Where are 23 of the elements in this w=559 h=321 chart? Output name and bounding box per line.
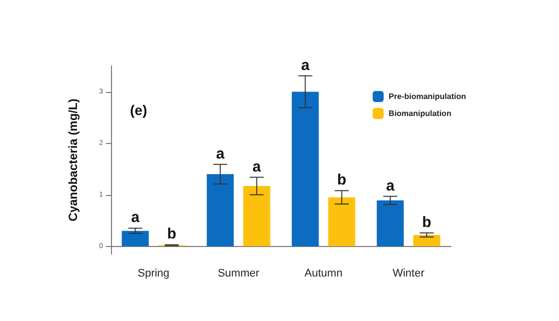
data-label: b: [337, 172, 346, 189]
data-label: b: [167, 226, 176, 243]
annotation: (e): [130, 102, 148, 118]
x-tick-label: Summer: [218, 268, 260, 280]
x-tick-label: Spring: [138, 268, 170, 280]
data-label: a: [386, 177, 396, 194]
bar: [328, 197, 356, 246]
legend-label: Biomanipulation: [388, 109, 452, 118]
legend-label: Pre-biomanipulation: [388, 92, 466, 101]
data-label: b: [422, 214, 432, 231]
bar: [206, 174, 234, 246]
data-label: a: [216, 145, 226, 162]
x-tick-label: Winter: [392, 268, 425, 280]
bar: [413, 234, 440, 246]
data-label: a: [301, 56, 310, 74]
bar: [243, 186, 270, 246]
bar: [292, 92, 319, 246]
bar: [122, 230, 149, 246]
y-axis-title: Cyanobacteria (mg/L): [66, 98, 80, 222]
x-tick-label: Autumn: [304, 268, 342, 280]
bar: [376, 200, 404, 246]
data-label: a: [252, 158, 262, 176]
data-label: a: [131, 209, 140, 226]
